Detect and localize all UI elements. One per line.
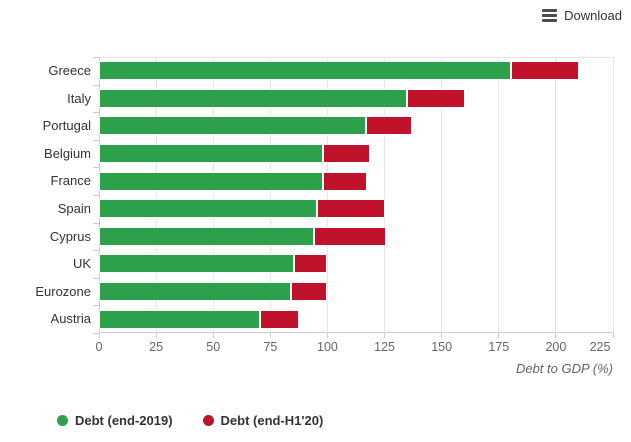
category-axis-tick [93, 222, 99, 224]
bar-row-spain [99, 195, 613, 223]
category-label-uk: UK [72, 256, 91, 272]
x-axis-tick [441, 333, 443, 338]
x-axis-tick-label: 225 [589, 340, 611, 354]
category-label-greece: Greece [48, 63, 91, 78]
bar-segment-end-h120[interactable] [259, 309, 299, 329]
x-axis-tick-label: 125 [374, 340, 395, 354]
category-axis-tick [93, 333, 99, 334]
bar-segment-end-2019[interactable] [99, 61, 512, 81]
download-label: Download [564, 8, 622, 23]
category-label-austria: Austria [50, 311, 91, 327]
bar-segment-end-2019[interactable] [99, 226, 314, 246]
category-axis-tick [93, 167, 99, 169]
x-axis-tick-label: 25 [149, 340, 164, 354]
bar-segment-end-h120[interactable] [365, 116, 412, 136]
bar-segment-end-2019[interactable] [99, 171, 324, 191]
plot-area [99, 57, 614, 333]
bar-segment-end-h120[interactable] [294, 254, 328, 274]
bar-row-france [99, 167, 613, 195]
bar-segment-end-h120[interactable] [317, 199, 385, 219]
x-axis-tick [612, 333, 614, 338]
bar-segment-end-h120[interactable] [323, 144, 370, 164]
x-axis-tick-label: 100 [317, 340, 338, 354]
download-button[interactable]: Download [538, 6, 626, 25]
category-label-italy: Italy [67, 90, 91, 106]
category-label-spain: Spain [57, 201, 91, 216]
x-axis-tick [155, 333, 157, 338]
legend-label: Debt (end-2019) [75, 413, 173, 428]
gridline [155, 57, 157, 333]
legend-item[interactable]: Debt (end-H1'20) [202, 413, 324, 428]
bar-row-greece [99, 57, 613, 85]
bar-segment-end-h120[interactable] [313, 226, 386, 246]
bar-segment-end-2019[interactable] [99, 88, 407, 108]
bar-segment-end-2019[interactable] [99, 254, 295, 274]
x-axis-tick [555, 333, 557, 338]
category-axis-tick [93, 277, 99, 279]
category-label-france: France [50, 173, 91, 189]
bar-row-eurozone [99, 278, 613, 306]
legend-label: Debt (end-H1'20) [220, 413, 324, 428]
x-axis-tick-label: 175 [488, 340, 510, 354]
bar-segment-end-2019[interactable] [99, 116, 366, 136]
x-axis-tick-label: 200 [545, 340, 567, 354]
x-axis-tick [384, 333, 386, 338]
bar-segment-end-2019[interactable] [99, 282, 291, 302]
gridline [612, 57, 614, 333]
category-label-portugal: Portugal [42, 118, 91, 134]
x-axis-tick [269, 333, 271, 338]
gridline [498, 57, 500, 333]
legend-item[interactable]: Debt (end-2019) [57, 413, 173, 428]
bar-segment-end-h120[interactable] [323, 171, 368, 191]
bar-segment-end-h120[interactable] [406, 88, 465, 108]
gridline [555, 57, 557, 333]
category-axis-tick [93, 84, 99, 86]
x-axis-title: Debt to GDP (%) [515, 361, 613, 376]
x-axis-tick-label: 50 [206, 340, 221, 354]
bar-row-uk [99, 250, 613, 278]
legend-marker-icon [57, 415, 68, 426]
category-axis-tick [93, 305, 99, 307]
category-axis-tick [93, 57, 99, 58]
gridline [212, 57, 214, 333]
x-axis-tick [98, 333, 100, 338]
category-axis-tick [93, 112, 99, 114]
gridline [269, 57, 271, 333]
category-label-eurozone: Eurozone [35, 283, 91, 299]
gridline [326, 57, 328, 333]
bar-segment-end-2019[interactable] [99, 199, 318, 219]
x-axis-tick-label: 0 [95, 340, 103, 354]
x-axis-tick [212, 333, 214, 338]
bar-segment-end-2019[interactable] [99, 144, 324, 164]
bar-row-portugal [99, 112, 613, 140]
gridline [441, 57, 443, 333]
download-menu-icon [542, 9, 558, 22]
bar-row-italy [99, 85, 613, 113]
x-axis-tick [498, 333, 500, 338]
x-axis-tick-label: 150 [431, 340, 453, 354]
plot-top-border [99, 57, 613, 58]
category-label-cyprus: Cyprus [49, 228, 91, 244]
category-axis-tick [93, 250, 99, 252]
x-axis-line [99, 332, 613, 333]
x-axis-tick [326, 333, 328, 338]
y-axis-line [99, 57, 100, 333]
category-axis-tick [93, 195, 99, 196]
legend: Debt (end-2019) Debt (end-H1'20) [57, 413, 323, 428]
bar-row-austria [99, 305, 613, 333]
category-label-belgium: Belgium [44, 145, 91, 161]
x-axis-tick-label: 75 [263, 340, 278, 354]
bar-row-cyprus [99, 223, 613, 251]
bar-segment-end-h120[interactable] [511, 61, 579, 81]
gridline [384, 57, 386, 333]
bar-row-belgium [99, 140, 613, 168]
legend-marker-icon [202, 415, 214, 426]
bar-segment-end-2019[interactable] [99, 309, 260, 329]
bar-segment-end-h120[interactable] [290, 282, 328, 302]
category-axis-tick [93, 139, 99, 141]
